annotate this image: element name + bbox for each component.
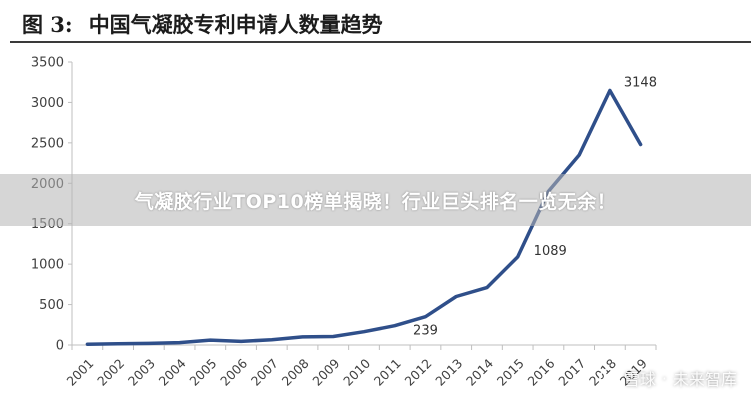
- x-tick-label: 2006: [217, 356, 250, 389]
- x-tick-label: 2008: [279, 356, 312, 389]
- x-tick-label: 2004: [156, 356, 189, 389]
- x-tick-label: 2009: [309, 356, 342, 389]
- snowball-logo-icon: [598, 368, 619, 388]
- x-tick-label: 2017: [555, 356, 588, 389]
- watermark-separator: ·: [661, 368, 667, 388]
- y-tick-label: 3000: [31, 96, 64, 111]
- watermark-right: 未来智库: [672, 370, 737, 389]
- data-label: 239: [413, 324, 438, 339]
- x-tick-label: 2012: [402, 356, 435, 389]
- watermark: 雪球 · 未来智库: [598, 364, 737, 392]
- overlay-banner: 气凝胶行业TOP10榜单揭晓！行业巨头排名一览无余！: [0, 174, 751, 226]
- y-tick-label: 0: [56, 339, 64, 354]
- y-tick-label: 2500: [31, 136, 64, 151]
- figure-title-text: 中国气凝胶专利申请人数量趋势: [88, 12, 383, 37]
- x-tick-label: 2010: [340, 356, 373, 389]
- x-tick-label: 2001: [63, 356, 96, 389]
- figure-number: 图 3:: [22, 12, 73, 37]
- title-divider: [10, 41, 751, 43]
- y-tick-label: 3500: [31, 56, 64, 71]
- y-tick-label: 500: [39, 298, 64, 313]
- x-tick-label: 2013: [432, 356, 465, 389]
- figure-title: 图 3: 中国气凝胶专利申请人数量趋势: [22, 8, 383, 42]
- watermark-left: 雪球: [623, 370, 656, 389]
- x-tick-label: 2011: [371, 356, 404, 389]
- x-tick-label: 2015: [494, 356, 527, 389]
- x-tick-label: 2002: [94, 356, 127, 389]
- data-label: 1089: [534, 244, 567, 259]
- data-label: 3148: [624, 75, 657, 90]
- x-tick-label: 2003: [125, 356, 158, 389]
- x-tick-label: 2016: [525, 356, 558, 389]
- y-tick-label: 1000: [31, 258, 64, 273]
- x-tick-label: 2007: [248, 356, 281, 389]
- banner-text: 气凝胶行业TOP10榜单揭晓！行业巨头排名一览无余！: [134, 190, 617, 213]
- x-tick-label: 2005: [186, 356, 219, 389]
- x-tick-label: 2014: [463, 356, 496, 389]
